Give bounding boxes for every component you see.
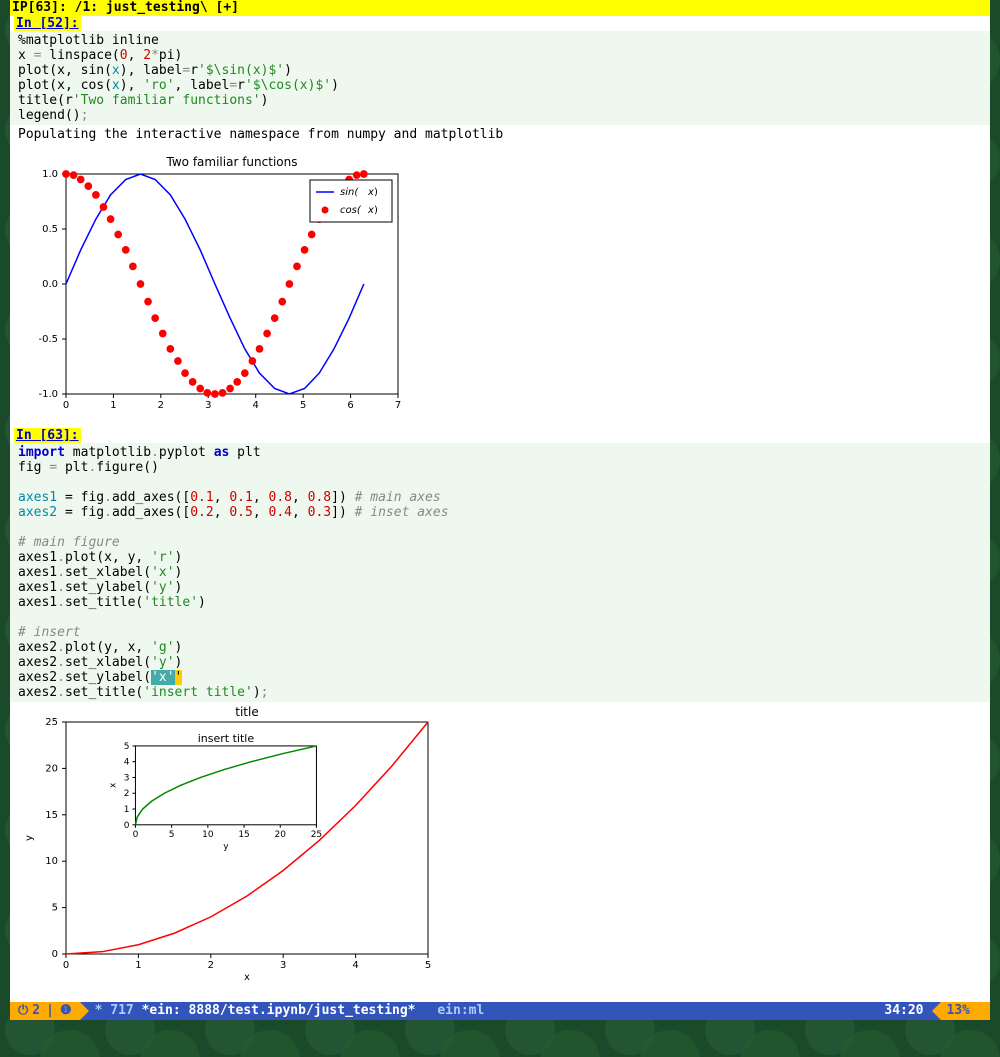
svg-text:0: 0 bbox=[63, 400, 69, 411]
svg-text:25: 25 bbox=[45, 717, 58, 728]
text-cursor: ' bbox=[175, 670, 183, 685]
svg-text:1: 1 bbox=[124, 805, 130, 815]
editor-window: IP[63]: /1: just_testing\ [+] In [52]: %… bbox=[10, 0, 990, 1020]
svg-text:5: 5 bbox=[425, 960, 431, 971]
svg-text:4: 4 bbox=[352, 960, 358, 971]
svg-text:10: 10 bbox=[202, 830, 214, 840]
svg-text:Two familiar functions: Two familiar functions bbox=[166, 155, 298, 169]
svg-text:insert title: insert title bbox=[198, 732, 255, 745]
svg-text:x: x bbox=[244, 972, 250, 983]
svg-text:0: 0 bbox=[124, 821, 130, 831]
chart-title-with-inset: 0 1 2 3 4 5 0 5 10 15 20 25 title x y 0 5 10 15 20 25 0 1 2 3 4 5 i… bbox=[18, 704, 438, 984]
svg-text:15: 15 bbox=[45, 810, 58, 821]
svg-text:-0.5: -0.5 bbox=[38, 334, 58, 345]
svg-text:sin(: sin( bbox=[340, 187, 359, 198]
svg-text:2: 2 bbox=[208, 960, 214, 971]
svg-text:6: 6 bbox=[347, 400, 353, 411]
cell-prompt-63: In [63]: bbox=[10, 428, 990, 443]
svg-text:5: 5 bbox=[300, 400, 306, 411]
svg-text:4: 4 bbox=[253, 400, 259, 411]
svg-text:25: 25 bbox=[311, 830, 322, 840]
svg-text:y: y bbox=[24, 835, 35, 841]
svg-text:): ) bbox=[374, 205, 378, 216]
code-cell-63[interactable]: import matplotlib.pyplot as plt fig = pl… bbox=[10, 443, 990, 702]
plot-output-63: 0 1 2 3 4 5 0 5 10 15 20 25 title x y 0 5 10 15 20 25 0 1 2 3 4 5 i… bbox=[10, 702, 990, 998]
plot-output-52: 0 1 2 3 4 5 6 7 -1.0 -0.5 0.0 0.5 1.0 Two familiar fu… bbox=[10, 144, 990, 428]
svg-text:3: 3 bbox=[280, 960, 286, 971]
svg-text:3: 3 bbox=[205, 400, 211, 411]
svg-text:x: x bbox=[367, 205, 374, 216]
code-cell-52[interactable]: %matplotlib inline x = linspace(0, 2*pi)… bbox=[10, 31, 990, 125]
svg-text:3: 3 bbox=[124, 773, 130, 783]
svg-text:5: 5 bbox=[52, 903, 58, 914]
svg-text:-1.0: -1.0 bbox=[38, 389, 58, 400]
status-position: 34:20 bbox=[876, 1002, 931, 1020]
folder-icon: ❶ bbox=[60, 1002, 72, 1020]
svg-text:0.5: 0.5 bbox=[42, 224, 58, 235]
svg-text:4: 4 bbox=[124, 758, 130, 768]
status-main: * 717 *ein: 8888/test.ipynb/just_testing… bbox=[89, 1002, 877, 1020]
chart-two-familiar-functions: 0 1 2 3 4 5 6 7 -1.0 -0.5 0.0 0.5 1.0 Two familiar fu… bbox=[18, 154, 408, 414]
svg-text:20: 20 bbox=[45, 763, 58, 774]
svg-text:5: 5 bbox=[124, 742, 130, 752]
svg-text:10: 10 bbox=[45, 856, 58, 867]
status-percent: 13% bbox=[941, 1002, 976, 1020]
svg-text:15: 15 bbox=[238, 830, 249, 840]
svg-text:1: 1 bbox=[110, 400, 116, 411]
svg-text:0: 0 bbox=[52, 949, 58, 960]
output-text-52: Populating the interactive namespace fro… bbox=[10, 125, 990, 144]
svg-text:y: y bbox=[223, 842, 229, 852]
svg-text:): ) bbox=[374, 187, 378, 198]
svg-text:0: 0 bbox=[63, 960, 69, 971]
svg-text:x: x bbox=[367, 187, 374, 198]
svg-text:5: 5 bbox=[169, 830, 175, 840]
status-indicators: ⏻2 | ❶ bbox=[10, 1002, 80, 1020]
svg-text:2: 2 bbox=[124, 789, 130, 799]
svg-text:cos(: cos( bbox=[340, 205, 362, 216]
svg-text:2: 2 bbox=[158, 400, 164, 411]
power-icon: ⏻ bbox=[18, 1002, 28, 1020]
status-bar: ⏻2 | ❶ * 717 *ein: 8888/test.ipynb/just_… bbox=[10, 1002, 990, 1020]
svg-text:7: 7 bbox=[395, 400, 401, 411]
svg-text:x: x bbox=[108, 782, 118, 788]
title-bar: IP[63]: /1: just_testing\ [+] bbox=[10, 0, 990, 16]
svg-text:0.0: 0.0 bbox=[42, 279, 58, 290]
svg-text:1.0: 1.0 bbox=[42, 169, 58, 180]
svg-text:20: 20 bbox=[275, 830, 287, 840]
cell-prompt-52: In [52]: bbox=[10, 16, 990, 31]
svg-text:title: title bbox=[235, 705, 258, 719]
svg-text:1: 1 bbox=[135, 960, 141, 971]
svg-text:0: 0 bbox=[133, 830, 139, 840]
